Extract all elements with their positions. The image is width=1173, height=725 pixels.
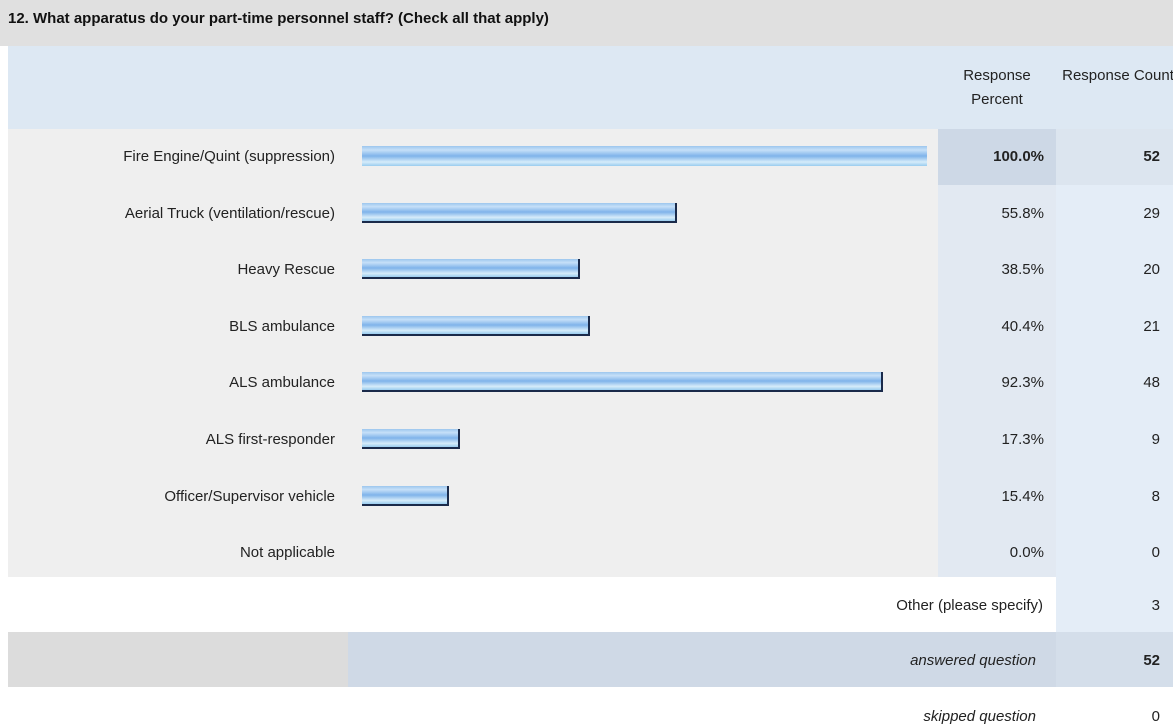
count-column-highlight [1056,129,1173,185]
response-percent: 17.3% [1001,431,1044,448]
percent-column [938,129,1056,577]
response-percent-header-label: Response Percent [963,67,1031,108]
response-bar [362,259,580,279]
row-label: Heavy Rescue [237,261,335,278]
answered-question-count: 52 [1143,652,1160,669]
row-label: ALS first-responder [205,431,335,448]
row-label: ALS ambulance [229,374,335,391]
response-count: 9 [1151,431,1160,448]
answered-question-label: answered question [910,652,1036,669]
response-count: 21 [1143,318,1160,335]
row-label: Fire Engine/Quint (suppression) [123,148,335,165]
response-percent: 0.0% [1009,544,1044,561]
question-title: 12. What apparatus do your part-time per… [8,10,549,27]
response-percent-header: Response Percent [938,64,1056,112]
row-label: BLS ambulance [229,318,335,335]
question-title-bar: 12. What apparatus do your part-time per… [0,0,1173,46]
response-count-header-label: Response Count [1062,67,1173,84]
response-percent: 92.3% [1001,374,1044,391]
row-label: Officer/Supervisor vehicle [164,488,335,505]
response-count: 52 [1143,148,1160,165]
response-percent: 38.5% [1001,261,1044,278]
answered-row-left [8,632,348,687]
row-label: Not applicable [239,544,335,561]
response-count-header: Response Count [1058,64,1173,88]
response-bar [362,429,460,449]
response-bar [362,146,927,166]
response-percent: 15.4% [1001,488,1044,505]
response-bar [362,203,677,223]
row-label: Aerial Truck (ventilation/rescue) [124,205,335,222]
other-row-background [8,577,1056,632]
response-count: 48 [1143,374,1160,391]
count-column [1056,129,1173,632]
response-count: 8 [1151,488,1160,505]
skipped-question-count: 0 [1151,708,1160,725]
response-count: 0 [1151,544,1160,561]
other-count: 3 [1151,597,1160,614]
other-label: Other (please specify) [896,597,1043,614]
response-percent: 100.0% [993,148,1044,165]
response-count: 20 [1143,261,1160,278]
answered-row [348,632,1056,687]
response-percent: 55.8% [1001,205,1044,222]
skipped-question-label: skipped question [923,708,1036,725]
answered-count-cell [1056,632,1173,687]
response-bar [362,316,590,336]
column-header-band [8,46,1173,129]
response-bar [362,372,883,392]
response-percent: 40.4% [1001,318,1044,335]
response-bar [362,486,449,506]
response-count: 29 [1143,205,1160,222]
percent-column-highlight [938,129,1056,185]
